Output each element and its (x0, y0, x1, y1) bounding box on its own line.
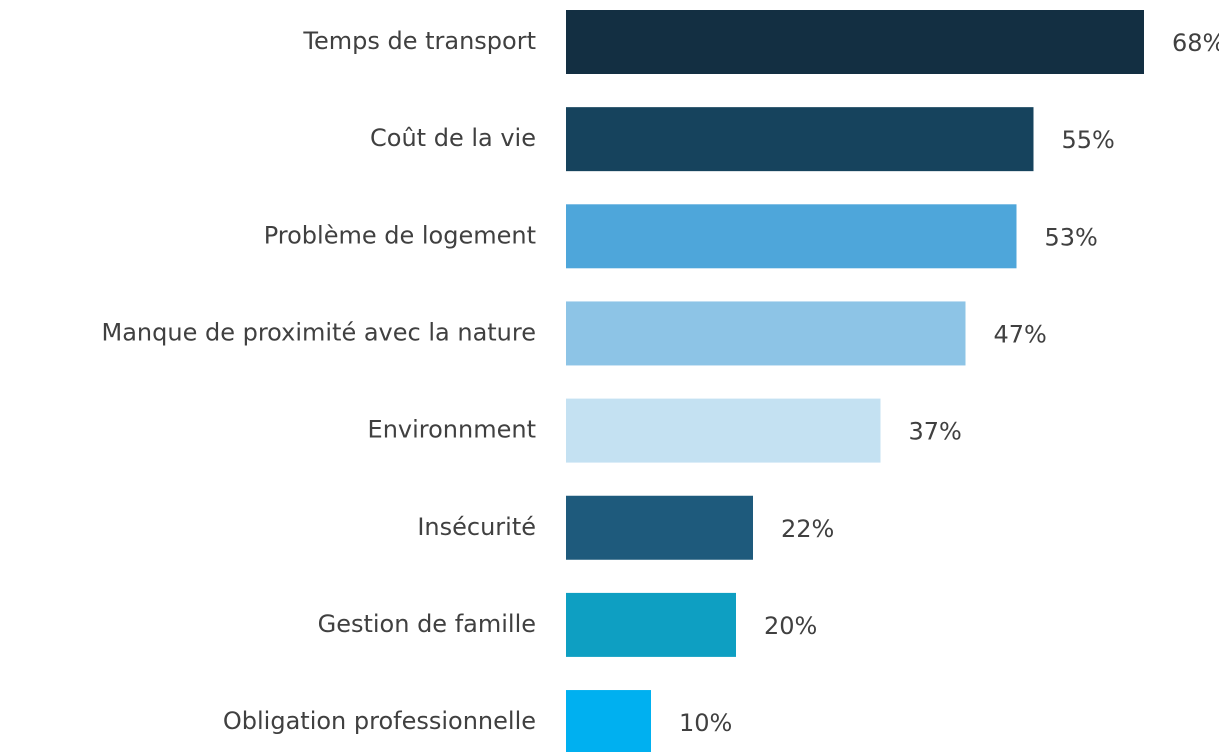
value-label: 22% (781, 515, 834, 543)
bar (566, 107, 1034, 172)
value-label: 10% (679, 709, 732, 737)
bar (566, 204, 1017, 269)
value-label: 68% (1172, 29, 1219, 57)
bar (566, 592, 736, 657)
category-label: Manque de proximité avec la nature (102, 318, 536, 346)
category-label: Problème de logement (264, 221, 536, 249)
value-label: 47% (994, 320, 1047, 348)
bar (566, 301, 966, 366)
value-label: 53% (1045, 223, 1098, 251)
category-label: Gestion de famille (318, 610, 536, 638)
value-label: 37% (909, 418, 962, 446)
category-label: Temps de transport (302, 27, 536, 55)
category-label: Obligation professionnelle (223, 707, 536, 735)
category-label: Insécurité (417, 513, 536, 541)
value-label: 20% (764, 612, 817, 640)
category-label: Coût de la vie (370, 124, 536, 152)
value-label: 55% (1062, 126, 1115, 154)
bar (566, 690, 651, 752)
bar (566, 398, 881, 463)
bar (566, 495, 753, 560)
bar (566, 10, 1144, 74)
category-label: Environnment (368, 416, 536, 444)
